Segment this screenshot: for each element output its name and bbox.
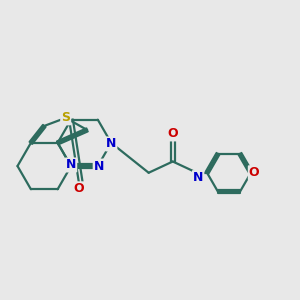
- Text: S: S: [61, 111, 70, 124]
- Text: O: O: [167, 128, 178, 140]
- Text: N: N: [106, 137, 116, 150]
- Text: N: N: [193, 171, 203, 184]
- Text: O: O: [249, 166, 260, 179]
- Text: N: N: [66, 158, 76, 172]
- Text: H: H: [194, 177, 203, 187]
- Text: N: N: [94, 160, 104, 172]
- Text: O: O: [74, 182, 84, 195]
